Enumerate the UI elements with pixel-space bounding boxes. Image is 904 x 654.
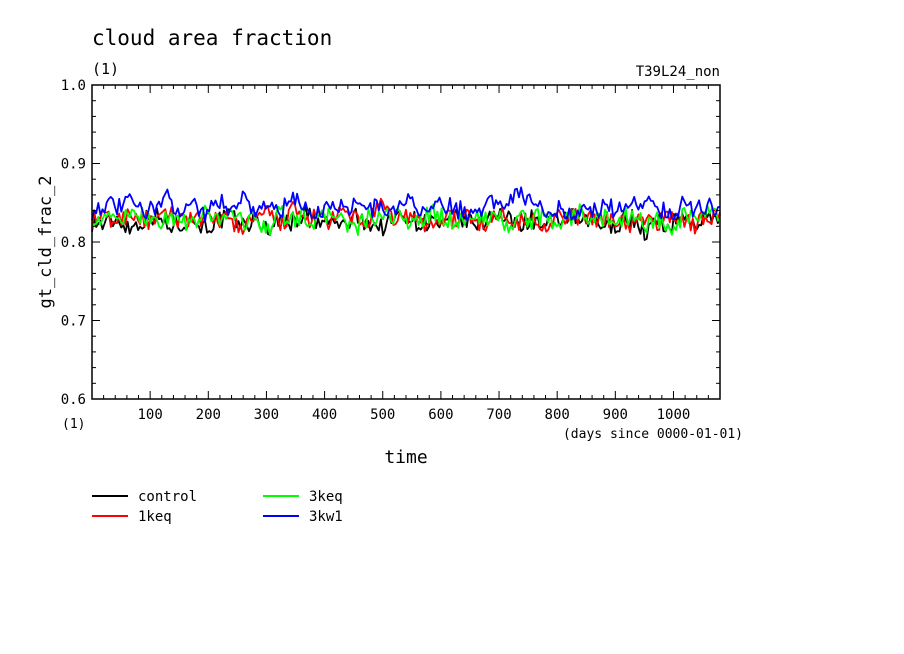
y-tick-label: 0.9 [61,157,86,173]
x-axis-label: time [384,447,427,468]
legend-label-3kw1: 3kw1 [309,509,343,525]
experiment-label: T39L24_non [636,64,720,80]
x-units-label: (days since 0000-01-01) [563,427,743,442]
series-line-1keq [91,197,721,235]
x-tick-label: 300 [254,407,279,423]
x-tick-label: 800 [545,407,570,423]
x-tick-label: 1000 [657,407,691,423]
y-axis-label: gt_cld_frac_2 [36,175,56,308]
chart-title: cloud area fraction [92,26,332,50]
plot-frame [91,84,721,400]
legend: control 1keq 3keq 3kw1 [92,489,343,525]
x-tick-label: 900 [603,407,628,423]
legend-label-control: control [138,489,197,505]
tick-layer: 100 200 300 400 500 600 700 800 900 1000 0.6 0.7 0.8… [61,78,720,423]
units-label: (1) [92,60,119,78]
x-units-left: (1) [62,417,85,432]
x-tick-label: 600 [428,407,453,423]
x-tick-label: 200 [196,407,221,423]
series-line-3kw1 [91,186,721,223]
y-tick-label: 1.0 [61,78,86,94]
y-tick-label: 0.8 [61,235,86,251]
x-tick-label: 100 [137,407,162,423]
series-line-3keq [91,203,721,237]
y-tick-label: 0.6 [61,392,86,408]
y-tick-label: 0.7 [61,314,86,330]
x-tick-label: 700 [486,407,511,423]
legend-label-3keq: 3keq [309,489,343,505]
legend-label-1keq: 1keq [138,509,172,525]
x-tick-label: 500 [370,407,395,423]
series-layer [91,186,721,241]
x-tick-label: 400 [312,407,337,423]
